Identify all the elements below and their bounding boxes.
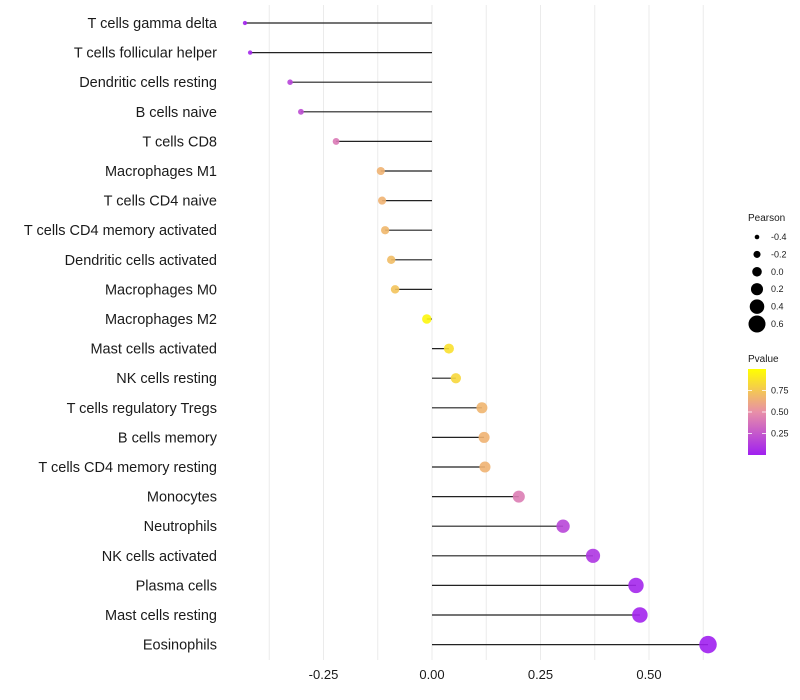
x-axis-labels: -0.25 0.00 0.25 0.50 (309, 667, 662, 682)
y-tick-label: T cells CD4 memory resting (38, 460, 217, 476)
legend-color-label: 0.75 (771, 386, 789, 396)
data-point (386, 255, 396, 265)
data-point (450, 373, 462, 384)
data-point (443, 343, 454, 354)
legend-size-key (752, 267, 762, 277)
data-point (512, 490, 525, 503)
y-tick-label: T cells CD4 naive (104, 194, 217, 210)
y-tick-label: Monocytes (147, 490, 217, 506)
data-point (298, 108, 304, 115)
data-point (376, 166, 385, 176)
legend-size-key (749, 299, 765, 314)
y-tick-label: Eosinophils (143, 638, 217, 654)
data-point (381, 226, 390, 235)
legend-size-key (753, 250, 761, 258)
data-point (332, 137, 340, 145)
legend-pvalue-title: Pvalue (748, 354, 779, 365)
data-point (476, 402, 488, 414)
y-tick-label: T cells CD8 (142, 134, 217, 150)
legend-size-label: -0.2 (771, 249, 787, 259)
data-point (287, 79, 293, 85)
legend-size-key (754, 234, 760, 240)
y-tick-label: Macrophages M2 (105, 312, 217, 328)
data-point (242, 20, 248, 26)
y-tick-label: Macrophages M1 (105, 164, 217, 180)
x-tick-label: 0.00 (419, 667, 444, 682)
data-point (478, 431, 490, 443)
data-point (422, 314, 432, 324)
legend-size-label: 0.2 (771, 284, 784, 294)
y-tick-label: T cells regulatory Tregs (67, 401, 217, 417)
data-point (556, 519, 570, 533)
data-point (390, 285, 400, 294)
legend-pvalue: Pvalue 0.25 0.50 0.75 (748, 354, 789, 455)
y-tick-label: B cells memory (118, 430, 218, 446)
legend-pearson-title: Pearson (748, 213, 785, 224)
y-tick-label: Dendritic cells activated (65, 253, 217, 269)
x-tick-label: 0.25 (528, 667, 553, 682)
points (242, 20, 717, 654)
y-tick-label: Dendritic cells resting (79, 75, 217, 91)
y-tick-label: Plasma cells (136, 578, 217, 594)
data-point (632, 607, 648, 623)
data-point (378, 196, 387, 205)
legend-color-label: 0.25 (771, 429, 789, 439)
stems (244, 22, 709, 646)
legend-pearson: Pearson -0.4 -0.2 0.0 0.2 0.4 0.6 (748, 213, 787, 333)
data-point (479, 461, 491, 473)
data-point (247, 50, 253, 55)
y-tick-label: T cells gamma delta (88, 16, 218, 32)
legend-color-label: 0.50 (771, 407, 789, 417)
pvalue-colorbar (748, 369, 766, 455)
data-point (628, 577, 644, 594)
y-tick-label: T cells CD4 memory activated (24, 223, 217, 239)
legend-size-label: 0.0 (771, 267, 784, 277)
x-tick-label: 0.50 (636, 667, 661, 682)
grid-lines (268, 5, 704, 660)
legend-size-label: 0.4 (771, 302, 784, 312)
y-tick-label: NK cells activated (102, 549, 217, 565)
data-point (699, 635, 717, 654)
y-tick-label: Macrophages M0 (105, 282, 217, 298)
legend-size-key (750, 283, 764, 296)
y-tick-label: B cells naive (136, 105, 217, 121)
legend-size-label: -0.4 (771, 232, 787, 242)
y-tick-label: Neutrophils (144, 519, 217, 535)
legend-size-key (748, 315, 766, 333)
data-point (585, 548, 601, 563)
y-axis-labels: T cells gamma delta T cells follicular he… (24, 16, 218, 654)
x-tick-label: -0.25 (309, 667, 339, 682)
legend-size-label: 0.6 (771, 319, 784, 329)
y-tick-label: Mast cells resting (105, 608, 217, 624)
y-tick-label: Mast cells activated (90, 342, 217, 358)
y-tick-label: T cells follicular helper (74, 46, 217, 62)
y-tick-label: NK cells resting (116, 371, 217, 387)
